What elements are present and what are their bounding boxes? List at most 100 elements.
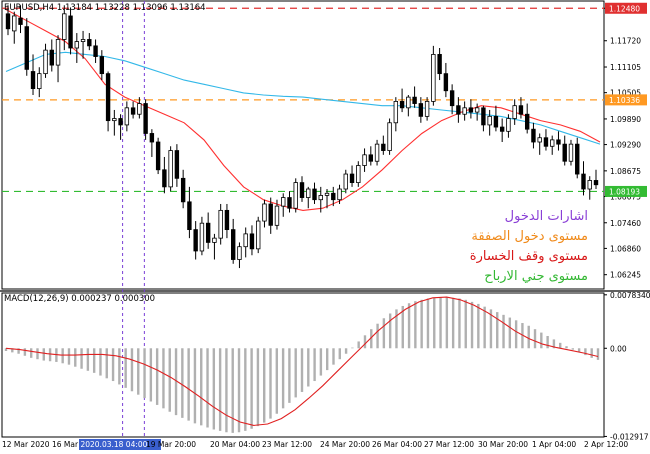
candle xyxy=(543,129,549,151)
candle xyxy=(49,39,54,72)
time-axis-label: 2 Apr 12:00 xyxy=(584,440,628,449)
candle xyxy=(550,135,555,155)
candle xyxy=(343,169,348,194)
macd-panel-frame xyxy=(1,292,605,438)
candle xyxy=(418,97,424,123)
candle-body xyxy=(180,177,186,203)
time-axis-label: 30 Mar 20:00 xyxy=(478,440,528,449)
candle-body xyxy=(162,169,167,188)
time-axis-label: 24 Mar 20:00 xyxy=(320,440,370,449)
candle xyxy=(306,186,311,209)
price-axis-label: 1.11720 xyxy=(610,37,641,46)
macd-axis-label: 0.0078340 xyxy=(610,291,650,300)
candle-body xyxy=(468,107,474,113)
candle xyxy=(399,88,405,113)
candle xyxy=(230,218,236,264)
symbol-header: EURUSD,H4 1.13184 1.13228 1.13096 1.1316… xyxy=(4,3,206,13)
price-axis-label: 1.08075 xyxy=(610,192,641,201)
candle xyxy=(512,99,517,125)
candle-body xyxy=(249,233,255,250)
candle xyxy=(474,103,480,121)
candle-body xyxy=(24,26,29,70)
candle xyxy=(481,105,486,132)
candle-body xyxy=(256,220,261,250)
candle xyxy=(324,189,330,209)
candle xyxy=(162,156,167,194)
candle xyxy=(493,105,499,132)
candle xyxy=(406,95,411,117)
candle-body xyxy=(462,107,467,115)
candle xyxy=(562,135,567,166)
stop-loss-price-tag-label: 1.12480 xyxy=(609,4,640,13)
candle-body xyxy=(568,143,574,162)
price-axis-label: 1.07460 xyxy=(610,219,641,228)
candle xyxy=(243,227,248,258)
candle-body xyxy=(80,39,86,42)
candle xyxy=(437,48,442,81)
macd-axis-label: 0.00 xyxy=(610,344,627,353)
candle-body xyxy=(62,13,67,40)
price-axis-label: 1.10505 xyxy=(610,89,641,98)
candle xyxy=(456,97,461,123)
price-axis-label: 1.11105 xyxy=(610,63,641,72)
candle xyxy=(24,18,29,76)
candle-body xyxy=(550,139,555,147)
candle-body xyxy=(43,49,48,75)
candle-body xyxy=(168,150,173,188)
candle-body xyxy=(456,105,461,115)
fast-moving-average-line xyxy=(5,9,601,211)
candle-body xyxy=(287,197,292,209)
candle xyxy=(112,109,117,136)
candle xyxy=(424,97,430,121)
candle xyxy=(262,199,267,228)
price-axis-label: 1.06860 xyxy=(610,244,641,253)
macd-panel xyxy=(4,296,600,433)
candle-body xyxy=(5,13,11,30)
candle xyxy=(587,176,592,200)
candle xyxy=(431,45,436,106)
time-axis-label: 20 Mar 04:00 xyxy=(210,440,260,449)
candle xyxy=(368,146,374,166)
time-axis-highlight: 2020.03.18 04:00 xyxy=(80,440,147,449)
candle xyxy=(356,161,361,187)
candle-body xyxy=(99,56,105,75)
candle xyxy=(318,186,323,213)
candle xyxy=(268,197,273,234)
candle xyxy=(575,137,580,179)
candle xyxy=(224,203,230,239)
take-profit-price-tag-label: 1.08193 xyxy=(609,187,640,196)
candle-body xyxy=(299,182,305,198)
candle xyxy=(299,176,305,202)
candle xyxy=(531,122,536,149)
candle-body xyxy=(49,49,54,66)
candle xyxy=(43,43,48,78)
entry-signal-markers xyxy=(122,1,145,437)
candle-body xyxy=(155,141,161,171)
candle-body xyxy=(537,137,542,143)
candle xyxy=(287,191,292,213)
candle xyxy=(68,7,73,55)
candle-body xyxy=(230,229,236,260)
take-profit-price-tag xyxy=(605,185,647,197)
candle xyxy=(349,165,355,187)
candle-body xyxy=(368,154,374,162)
candle-body xyxy=(431,54,436,102)
level-lines xyxy=(2,7,604,193)
candle xyxy=(18,5,23,34)
candle xyxy=(80,30,86,59)
candle-body xyxy=(449,90,455,107)
candle-body xyxy=(331,192,336,201)
candle xyxy=(87,33,92,51)
candle-body xyxy=(74,41,80,49)
macd-axis-label: -0.012917 xyxy=(610,432,649,441)
candle xyxy=(174,144,180,187)
candle-body xyxy=(481,107,486,126)
candle-body xyxy=(412,96,417,104)
candle xyxy=(499,118,505,143)
candle xyxy=(293,178,298,213)
candle xyxy=(168,146,173,192)
candle-body xyxy=(37,73,42,89)
candle-body xyxy=(393,101,399,124)
